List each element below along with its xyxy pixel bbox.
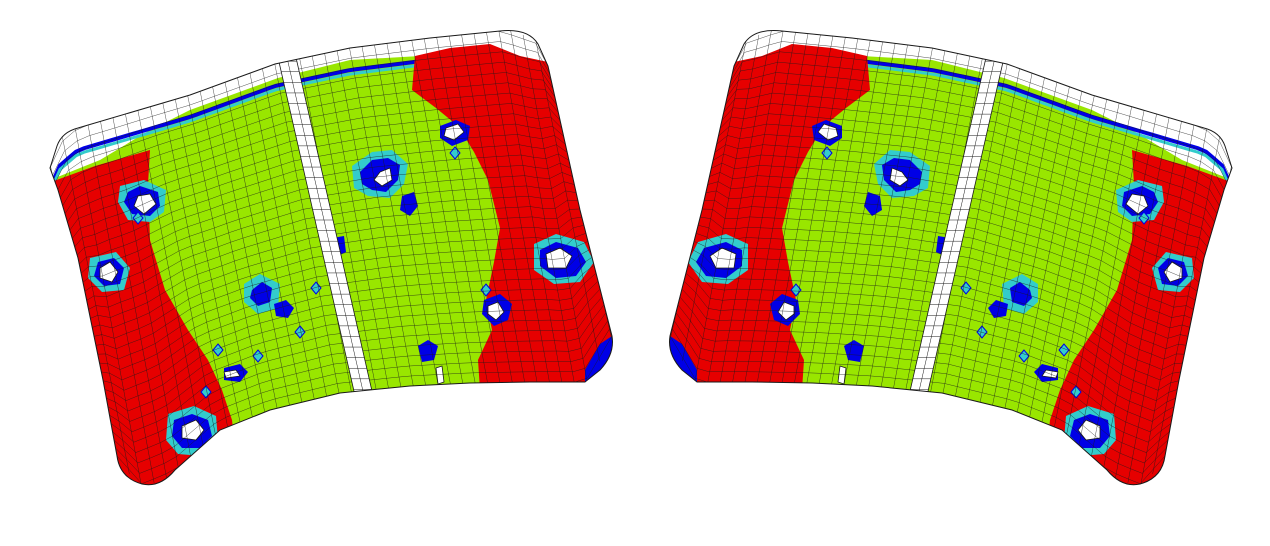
trim-strip-line bbox=[282, 39, 366, 401]
mesh-line bbox=[63, 103, 562, 228]
mesh-line bbox=[51, 41, 551, 177]
wrinkle-zone bbox=[988, 300, 1008, 318]
wrinkle-marker bbox=[976, 325, 988, 339]
wrinkle-zone bbox=[400, 192, 418, 216]
mesh-line bbox=[728, 61, 1227, 194]
mesh-line bbox=[55, 61, 554, 194]
wrinkle-zone bbox=[864, 192, 882, 216]
wrinkle-marker bbox=[72, 281, 84, 295]
wrinkle-marker bbox=[960, 281, 972, 295]
mesh-line bbox=[59, 82, 558, 211]
mesh-line bbox=[57, 72, 556, 202]
insufficient-stretch-zone bbox=[181, 419, 205, 441]
wrinkle-zone bbox=[844, 340, 864, 362]
mesh-line bbox=[730, 51, 1229, 186]
wrinkle-zone bbox=[274, 300, 294, 318]
panel-outline bbox=[49, 30, 613, 486]
mesh-line bbox=[724, 82, 1223, 211]
right-panel bbox=[669, 30, 1233, 486]
left-panel bbox=[49, 30, 613, 486]
trim-strip-line bbox=[916, 39, 1000, 401]
wrinkle-marker bbox=[294, 325, 306, 339]
wrinkle-marker bbox=[310, 281, 322, 295]
wrinkle-marker bbox=[1198, 281, 1210, 295]
insufficient-stretch-zone bbox=[1077, 419, 1101, 441]
mesh-line bbox=[53, 51, 552, 186]
panel-outline bbox=[669, 30, 1233, 486]
wrinkle-marker bbox=[1058, 343, 1070, 357]
insufficient-stretch-zone bbox=[1125, 193, 1149, 215]
wrinkle-marker bbox=[212, 343, 224, 357]
insufficient-stretch-zone bbox=[435, 365, 445, 385]
mesh-line bbox=[61, 92, 560, 219]
wrinkle-zone bbox=[418, 340, 438, 362]
mesh-line bbox=[726, 72, 1225, 202]
insufficient-stretch-zone bbox=[837, 365, 847, 385]
insufficient-stretch-zone bbox=[133, 193, 157, 215]
mesh-line bbox=[731, 41, 1231, 177]
mesh-line bbox=[722, 92, 1221, 219]
mesh-line bbox=[720, 103, 1219, 228]
